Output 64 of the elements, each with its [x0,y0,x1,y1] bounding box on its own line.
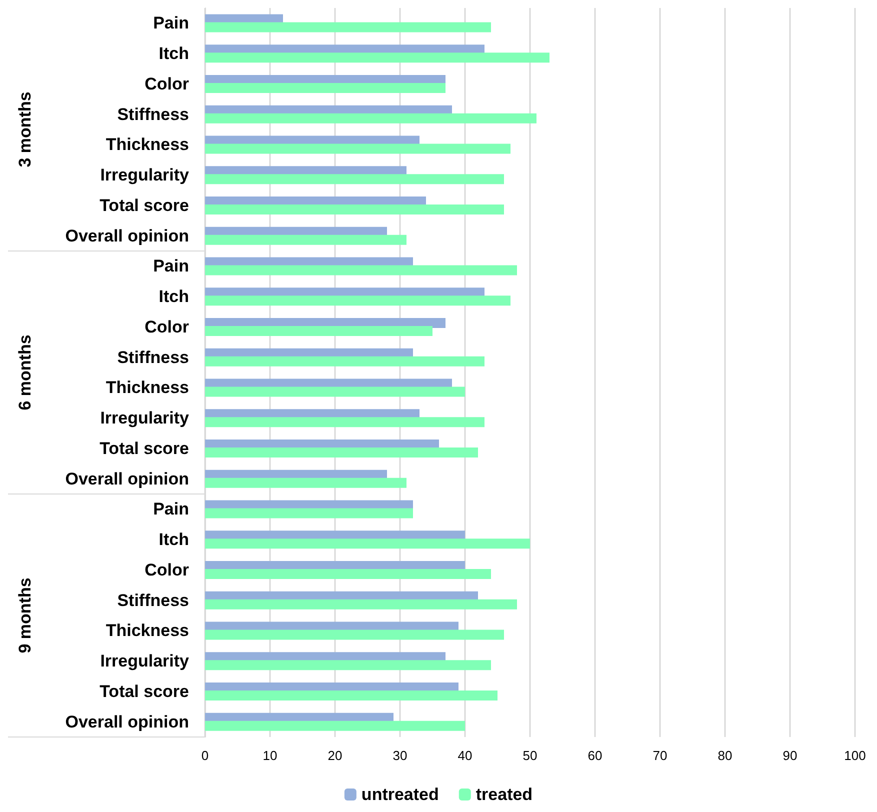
x-tick-label: 50 [522,748,538,763]
bar [205,265,517,276]
bar [205,113,536,124]
text: 9 months [16,578,34,654]
bar [205,690,498,700]
bar [205,720,465,731]
bar [205,234,406,245]
x-tick-label: 10 [262,748,278,763]
y-tick-label: Itch [158,44,189,64]
bar [205,82,446,93]
bar [205,538,530,549]
y-tick-label: Pain [153,256,189,276]
y-tick-label: Thickness [106,378,189,398]
y-tick-label: Irregularity [100,166,190,185]
x-tick-label: 20 [328,748,342,763]
bar [205,508,413,518]
bar [205,22,491,32]
y-tick-label: Pain [153,500,189,519]
x-tick-label: 90 [782,748,798,763]
bar [205,447,478,458]
bar [205,660,491,670]
y-tick-label: Color [144,560,190,580]
x-tick-label: 80 [718,748,732,763]
bar [205,296,510,306]
bar [205,52,550,63]
y-tick-label: Overall opinion [65,469,189,488]
y-tick-label: Overall opinion [65,712,189,732]
legend-label: treated [476,785,533,804]
y-tick-label: Total score [100,682,189,701]
bar [205,599,517,610]
y-tick-label: Color [144,74,190,94]
bar [205,204,504,214]
bar [205,478,406,488]
y-tick-label: Itch [158,287,189,306]
bar [205,386,465,397]
y-tick-label: Stiffness [117,590,189,610]
y-tick-label: Color [144,317,190,336]
y-tick-label: Pain [153,14,189,33]
bar [205,144,510,154]
x-tick-label: 30 [392,748,408,763]
bar [205,417,484,428]
y-tick-label: Itch [158,530,189,550]
x-tick-label: 70 [652,748,668,763]
bar [205,568,491,579]
y-tick-label: Overall opinion [65,226,189,246]
text: 3 months [16,92,34,168]
bar [205,356,484,366]
y-tick-label: Thickness [106,135,189,154]
y-tick-label: Thickness [106,621,189,640]
y-tick-label: Irregularity [100,652,190,671]
y-tick-label: Total score [100,196,189,215]
text: 6 months [16,334,34,410]
bar [205,326,432,336]
x-tick-label: 40 [458,748,472,763]
legend-label: untreated [361,785,439,804]
y-tick-label: Stiffness [117,348,189,367]
y-tick-label: Stiffness [117,104,189,124]
bar [205,174,504,184]
y-tick-label: Total score [100,438,189,458]
x-tick-label: 0 [201,748,209,763]
y-tick-label: Irregularity [100,408,190,428]
x-tick-label: 100 [844,748,866,763]
x-tick-label: 60 [588,748,602,763]
bar [205,630,504,640]
